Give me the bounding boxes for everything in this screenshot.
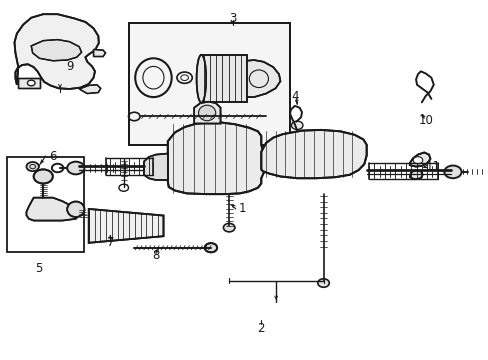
Ellipse shape	[26, 162, 39, 171]
Polygon shape	[246, 60, 280, 97]
Bar	[7, 157, 84, 252]
Bar	[18, 78, 40, 88]
Text: 7: 7	[106, 236, 114, 249]
Text: 10: 10	[417, 114, 432, 127]
Ellipse shape	[198, 105, 215, 121]
Polygon shape	[167, 122, 265, 194]
Ellipse shape	[67, 162, 84, 174]
Bar	[201, 55, 246, 102]
Text: 1: 1	[238, 202, 245, 215]
Bar	[18, 78, 40, 88]
Ellipse shape	[412, 157, 422, 164]
Text: 4: 4	[290, 90, 298, 103]
Ellipse shape	[196, 55, 206, 103]
Polygon shape	[31, 40, 81, 61]
Polygon shape	[409, 170, 422, 179]
Polygon shape	[26, 198, 79, 221]
Bar	[129, 23, 289, 145]
Ellipse shape	[444, 166, 461, 178]
Bar	[201, 55, 246, 102]
Polygon shape	[93, 49, 105, 57]
Polygon shape	[15, 14, 99, 89]
Polygon shape	[194, 102, 220, 123]
Polygon shape	[409, 153, 429, 167]
Ellipse shape	[291, 121, 303, 130]
Text: 2: 2	[257, 323, 264, 336]
Text: 9: 9	[66, 60, 73, 73]
Polygon shape	[143, 154, 167, 180]
Polygon shape	[79, 85, 101, 94]
Ellipse shape	[34, 170, 53, 184]
Text: 5: 5	[35, 262, 42, 275]
Text: 3: 3	[228, 12, 236, 25]
Text: 6: 6	[49, 149, 57, 162]
Ellipse shape	[204, 243, 217, 252]
Bar	[129, 23, 289, 145]
Polygon shape	[89, 209, 163, 243]
Ellipse shape	[317, 279, 328, 287]
Text: 11: 11	[425, 160, 440, 173]
Ellipse shape	[223, 224, 234, 232]
Text: 8: 8	[152, 249, 159, 262]
Ellipse shape	[67, 202, 84, 217]
Polygon shape	[261, 130, 366, 178]
Ellipse shape	[27, 80, 35, 86]
